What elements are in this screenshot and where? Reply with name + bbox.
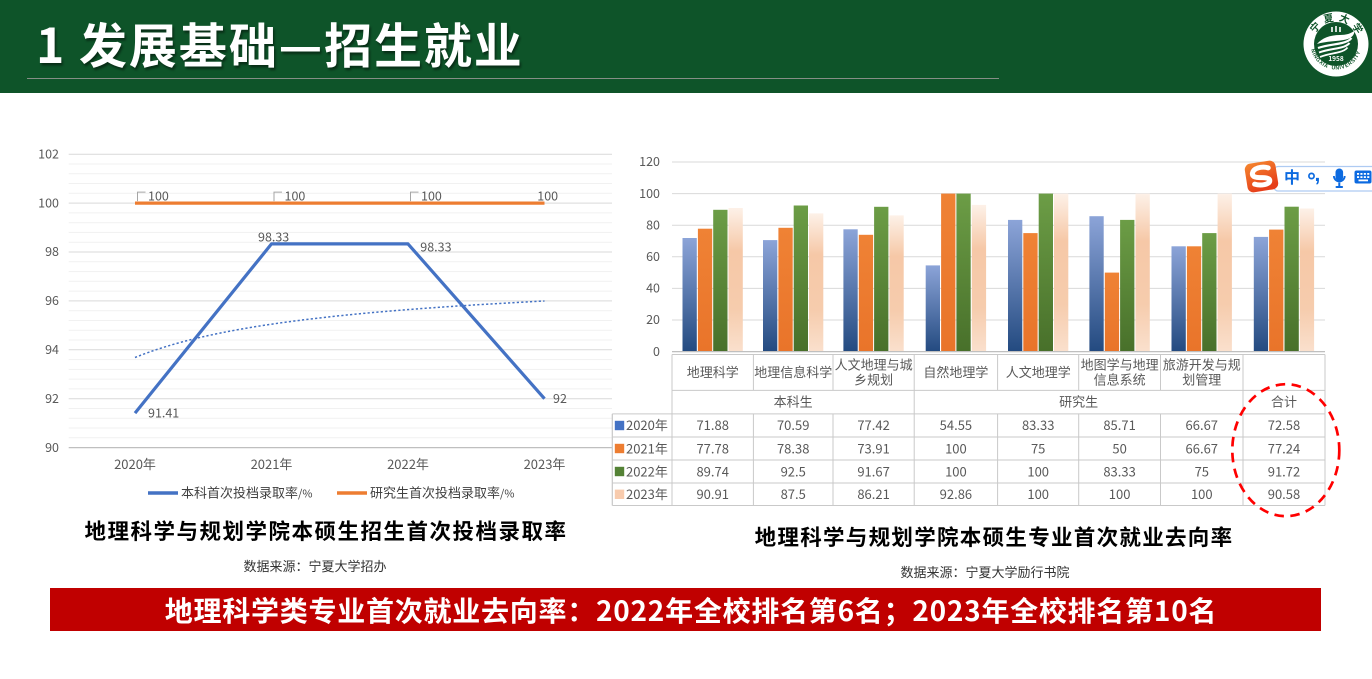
- svg-text:划管理: 划管理: [1182, 369, 1221, 388]
- svg-text:地理科学: 地理科学: [687, 362, 739, 381]
- svg-text:120: 120: [639, 151, 660, 170]
- svg-text:100: 100: [945, 461, 967, 480]
- svg-text:乡规划: 乡规划: [854, 369, 893, 388]
- svg-text:71.88: 71.88: [696, 415, 728, 434]
- svg-text:本科首次投档录取率/%: 本科首次投档录取率/%: [181, 483, 312, 502]
- svg-text:91.67: 91.67: [857, 461, 889, 480]
- svg-text:0: 0: [653, 341, 660, 360]
- svg-text:90.91: 90.91: [696, 484, 728, 503]
- svg-text:98: 98: [45, 241, 59, 260]
- svg-text:83.33: 83.33: [1103, 461, 1135, 480]
- svg-text:72.58: 72.58: [1268, 415, 1300, 434]
- svg-text:100: 100: [1027, 461, 1049, 480]
- svg-text:100: 100: [1109, 484, 1131, 503]
- svg-text:90: 90: [45, 437, 59, 456]
- svg-text:中: 中: [1284, 164, 1300, 188]
- svg-text:研究生首次投档录取率/%: 研究生首次投档录取率/%: [370, 483, 514, 502]
- svg-text:66.67: 66.67: [1186, 415, 1218, 434]
- svg-text:2021年: 2021年: [251, 454, 293, 473]
- svg-text:旅游开发与规: 旅游开发与规: [1163, 354, 1241, 373]
- svg-text:人文地理学: 人文地理学: [1006, 362, 1071, 381]
- svg-text:100: 100: [1027, 484, 1049, 503]
- svg-text:77.42: 77.42: [857, 415, 889, 434]
- svg-text:合计: 合计: [1271, 392, 1297, 411]
- svg-text:2022年: 2022年: [626, 461, 668, 480]
- svg-text:87.5: 87.5: [781, 484, 806, 503]
- svg-text:研究生: 研究生: [1059, 392, 1098, 411]
- svg-text:2021年: 2021年: [626, 438, 668, 457]
- svg-text:85.71: 85.71: [1103, 415, 1135, 434]
- svg-text:100: 100: [639, 183, 660, 202]
- svg-text:人文地理与城: 人文地理与城: [835, 354, 913, 373]
- svg-text:2023年: 2023年: [626, 484, 668, 503]
- svg-text:77.24: 77.24: [1268, 438, 1300, 457]
- svg-text:75: 75: [1031, 438, 1045, 457]
- svg-text:83.33: 83.33: [1022, 415, 1054, 434]
- svg-text:54.55: 54.55: [940, 415, 972, 434]
- svg-text:92: 92: [45, 388, 59, 407]
- svg-text:信息系统: 信息系统: [1094, 369, 1146, 388]
- svg-text:100: 100: [148, 185, 169, 204]
- svg-text:2020年: 2020年: [626, 415, 668, 434]
- svg-text:75: 75: [1195, 461, 1209, 480]
- svg-text:66.67: 66.67: [1186, 438, 1218, 457]
- svg-text:50: 50: [1112, 438, 1126, 457]
- svg-text:100: 100: [1191, 484, 1213, 503]
- svg-text:100: 100: [421, 185, 442, 204]
- svg-text:91.72: 91.72: [1268, 461, 1300, 480]
- svg-text:89.74: 89.74: [696, 461, 728, 480]
- svg-text:98.33: 98.33: [258, 227, 289, 246]
- svg-text:100: 100: [38, 192, 59, 211]
- svg-text:70.59: 70.59: [777, 415, 809, 434]
- svg-text:地图学与地理: 地图学与地理: [1081, 354, 1159, 373]
- svg-text:77.78: 77.78: [696, 438, 728, 457]
- svg-text:2023年: 2023年: [524, 454, 566, 473]
- svg-text:73.91: 73.91: [857, 438, 889, 457]
- svg-text:78.38: 78.38: [777, 438, 809, 457]
- svg-text:20: 20: [646, 309, 660, 328]
- svg-text:40: 40: [646, 278, 660, 297]
- svg-text:91.41: 91.41: [148, 403, 179, 422]
- svg-text:100: 100: [945, 438, 967, 457]
- svg-text:90.58: 90.58: [1268, 484, 1300, 503]
- svg-text:102: 102: [38, 143, 59, 162]
- svg-text:1958: 1958: [1328, 53, 1344, 63]
- svg-text:自然地理学: 自然地理学: [923, 362, 988, 381]
- svg-text:,: ,: [1315, 158, 1321, 188]
- svg-text:94: 94: [45, 339, 59, 358]
- svg-text:92.86: 92.86: [940, 484, 972, 503]
- svg-text:2020年: 2020年: [114, 454, 156, 473]
- svg-text:本科生: 本科生: [774, 392, 813, 411]
- svg-text:80: 80: [646, 214, 660, 233]
- svg-text:92.5: 92.5: [781, 461, 806, 480]
- svg-text:100: 100: [285, 185, 306, 204]
- svg-text:地理信息科学: 地理信息科学: [754, 362, 832, 381]
- svg-text:60: 60: [646, 246, 660, 265]
- svg-text:98.33: 98.33: [420, 236, 451, 255]
- svg-text:92: 92: [553, 388, 567, 407]
- svg-text:96: 96: [45, 290, 59, 309]
- svg-text:2022年: 2022年: [387, 454, 429, 473]
- svg-text:86.21: 86.21: [857, 484, 889, 503]
- svg-text:100: 100: [537, 185, 558, 204]
